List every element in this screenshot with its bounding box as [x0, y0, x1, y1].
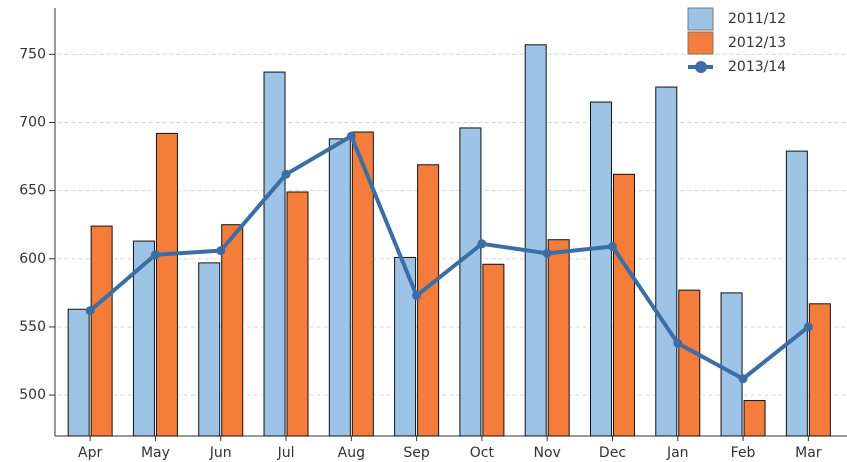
- bar: [482, 263, 505, 437]
- line-point: [281, 169, 291, 179]
- bar: [286, 191, 309, 437]
- line-point: [607, 242, 617, 252]
- bar: [678, 289, 701, 437]
- bar: [263, 71, 286, 437]
- legend-label: 2011/12: [728, 11, 786, 27]
- x-tick-label: Apr: [78, 445, 102, 461]
- line-point: [216, 246, 226, 256]
- y-tick-label: 600: [19, 251, 46, 267]
- legend-swatch: [687, 7, 714, 31]
- line-point: [412, 291, 422, 301]
- x-tick-label: Jan: [666, 445, 689, 461]
- line-point: [803, 322, 813, 332]
- bar: [808, 303, 831, 437]
- bar: [720, 292, 743, 437]
- x-tick-label: Jun: [209, 445, 232, 461]
- legend-swatch: [687, 31, 714, 55]
- x-tick-label: Mar: [795, 445, 822, 461]
- line-point: [150, 250, 160, 260]
- bar: [221, 224, 244, 437]
- legend-label: 2013/14: [728, 59, 786, 75]
- bar: [198, 262, 221, 437]
- line-point: [673, 338, 683, 348]
- y-tick-label: 750: [19, 46, 46, 62]
- bar: [743, 400, 766, 437]
- bar: [785, 150, 808, 437]
- bar: [524, 44, 547, 437]
- line-series: [88, 134, 810, 381]
- y-tick-label: 550: [19, 319, 46, 335]
- line-point: [477, 239, 487, 249]
- line-point: [346, 131, 356, 141]
- line-point: [542, 248, 552, 258]
- bar: [547, 239, 570, 437]
- x-tick-label: Aug: [338, 445, 365, 461]
- x-tick-label: Oct: [470, 445, 495, 461]
- y-tick-label: 700: [19, 114, 46, 130]
- y-tick-label: 650: [19, 183, 46, 199]
- bar: [67, 308, 90, 437]
- x-tick-label: Nov: [534, 445, 561, 461]
- bar: [655, 86, 678, 437]
- bar: [394, 256, 417, 437]
- bar: [132, 240, 155, 437]
- y-tick-label: 500: [19, 387, 46, 403]
- line-point: [738, 374, 748, 384]
- x-tick-label: Jul: [277, 445, 295, 461]
- line-point: [85, 306, 95, 316]
- x-tick-label: Dec: [599, 445, 626, 461]
- x-tick-label: Sep: [403, 445, 430, 461]
- bar: [90, 225, 113, 437]
- bar: [589, 101, 612, 437]
- legend-label: 2012/13: [728, 35, 786, 51]
- x-tick-label: Feb: [731, 445, 756, 461]
- bar: [155, 132, 178, 437]
- x-tick-label: May: [141, 445, 170, 461]
- bar: [328, 138, 351, 437]
- bar: [351, 131, 374, 437]
- bar: [459, 127, 482, 437]
- bar: [417, 164, 440, 437]
- legend-marker: [695, 61, 707, 73]
- bar: [612, 173, 635, 437]
